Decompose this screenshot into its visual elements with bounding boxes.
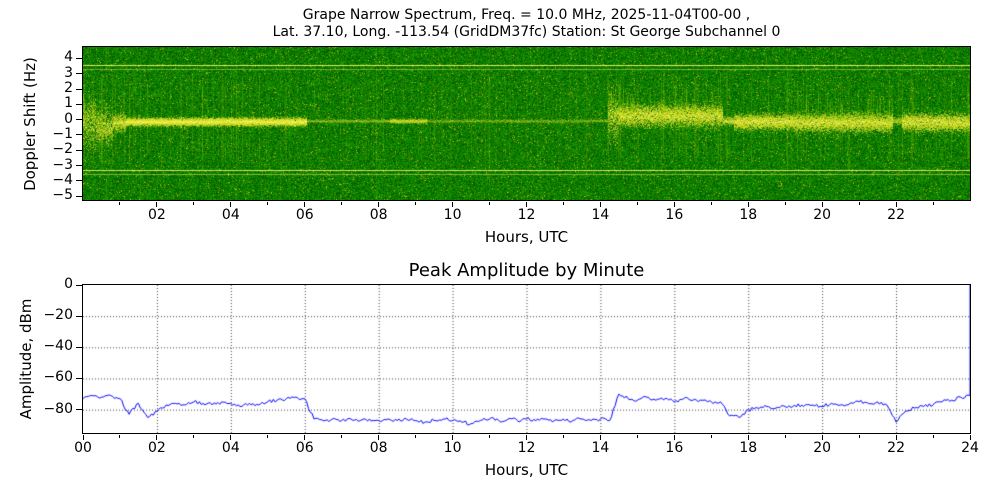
x-tick	[526, 202, 527, 207]
x-minor-tick	[341, 202, 343, 205]
spectrogram-x-axis-label: Hours, UTC	[484, 228, 569, 246]
x-minor-tick	[932, 202, 934, 205]
spectrogram-title-line1: Grape Narrow Spectrum, Freq. = 10.0 MHz,…	[302, 7, 751, 23]
x-minor-tick	[562, 202, 564, 205]
x-minor-tick	[415, 435, 417, 438]
x-tick-label: 08	[369, 440, 388, 456]
spectrogram-canvas	[83, 47, 970, 200]
x-minor-tick	[784, 435, 786, 438]
amplitude-y-axis-label: Amplitude, dBm	[17, 298, 35, 420]
x-tick-label: 20	[813, 207, 832, 223]
x-minor-tick	[562, 435, 564, 438]
x-tick-label: 22	[887, 440, 905, 456]
x-minor-tick	[710, 435, 712, 438]
amplitude-plot	[82, 284, 971, 434]
spectrogram-title-line2: Lat. 37.10, Long. -113.54 (GridDM37fc) S…	[272, 24, 781, 40]
x-tick-label: 04	[221, 207, 240, 223]
x-tick-label: 02	[147, 207, 166, 223]
x-tick	[378, 435, 380, 440]
x-tick-label: 08	[369, 207, 388, 223]
x-tick-label: 00	[74, 440, 92, 456]
x-tick-label: 06	[295, 440, 314, 456]
x-tick	[673, 202, 675, 207]
x-minor-tick	[636, 435, 638, 438]
x-tick	[452, 202, 454, 207]
x-tick	[230, 435, 232, 440]
x-tick-label: 16	[665, 440, 684, 456]
x-tick-label: 18	[739, 440, 758, 456]
x-tick-label: 14	[591, 207, 610, 223]
x-tick	[452, 435, 454, 440]
x-tick-label: 24	[961, 440, 979, 456]
x-tick-label: 18	[739, 207, 758, 223]
x-tick	[747, 435, 749, 440]
x-minor-tick	[858, 202, 860, 205]
x-tick-label: 02	[147, 440, 166, 456]
x-tick	[378, 202, 380, 207]
x-tick-label: 16	[665, 207, 684, 223]
x-tick	[599, 435, 601, 440]
x-minor-tick	[193, 435, 195, 438]
x-minor-tick	[119, 435, 121, 438]
x-minor-tick	[858, 435, 860, 438]
x-tick-label: 22	[887, 207, 905, 223]
x-tick	[599, 202, 601, 207]
x-minor-tick	[341, 435, 343, 438]
x-minor-tick	[415, 202, 417, 205]
x-tick-label: 10	[443, 207, 462, 223]
x-tick	[230, 202, 232, 207]
x-minor-tick	[489, 202, 491, 205]
amplitude-x-axis-label: Hours, UTC	[484, 461, 569, 479]
x-tick-label: 04	[221, 440, 240, 456]
x-minor-tick	[636, 202, 638, 205]
x-tick-label: 14	[591, 440, 610, 456]
x-tick	[969, 435, 971, 440]
x-tick-label: 06	[295, 207, 314, 223]
x-tick	[747, 202, 749, 207]
x-minor-tick	[193, 202, 195, 205]
x-minor-tick	[932, 435, 934, 438]
x-minor-tick	[119, 202, 121, 205]
x-tick	[821, 202, 823, 207]
spectrogram-plot	[82, 46, 971, 201]
x-tick-label: 12	[517, 440, 536, 456]
x-tick-label: 20	[813, 440, 832, 456]
amplitude-title: Peak Amplitude by Minute	[408, 260, 645, 281]
x-tick-label: 12	[517, 207, 536, 223]
x-minor-tick	[489, 435, 491, 438]
x-minor-tick	[267, 202, 269, 205]
x-tick	[673, 435, 675, 440]
amplitude-canvas	[83, 285, 970, 433]
x-tick	[156, 435, 158, 440]
x-tick	[821, 435, 823, 440]
x-tick	[82, 435, 84, 440]
x-tick	[156, 202, 158, 207]
x-tick	[304, 202, 306, 207]
x-minor-tick	[784, 202, 786, 205]
x-minor-tick	[710, 202, 712, 205]
x-tick-label: 10	[443, 440, 462, 456]
x-tick	[304, 435, 306, 440]
x-minor-tick	[267, 435, 269, 438]
x-tick	[895, 435, 897, 440]
x-tick	[895, 202, 897, 207]
x-tick	[526, 435, 527, 440]
